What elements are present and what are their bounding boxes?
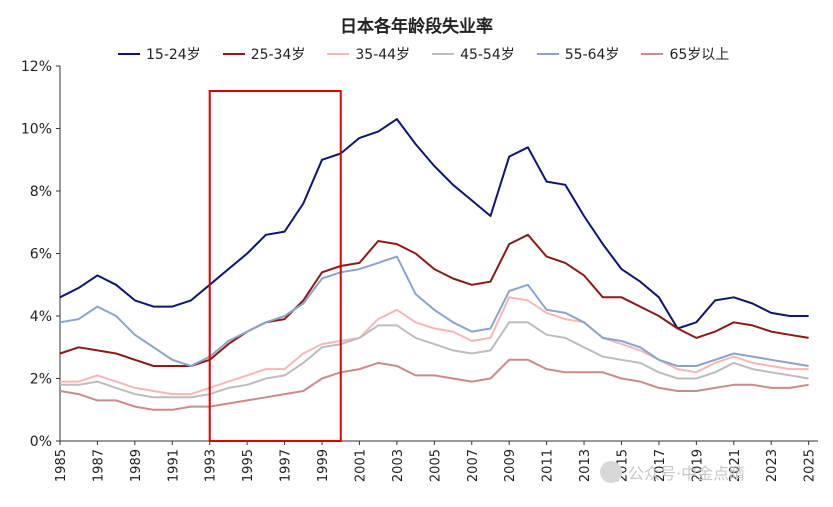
x-tick-label: 1991 <box>166 449 181 482</box>
x-tick-label: 2003 <box>391 449 406 482</box>
watermark-text: 公众号·中金点睛 <box>628 464 746 483</box>
wechat-icon <box>600 461 622 483</box>
x-tick-label: 1989 <box>129 449 144 482</box>
legend-swatch <box>641 53 664 55</box>
legend-item: 45-54岁 <box>432 44 515 64</box>
legend-item: 35-44岁 <box>327 44 410 64</box>
x-tick-label: 2013 <box>578 449 593 482</box>
chart-title: 日本各年龄段失业率 <box>340 17 493 37</box>
x-tick-label: 2001 <box>353 449 368 482</box>
x-tick-label: 2023 <box>765 449 780 482</box>
x-tick-label: 1993 <box>204 449 219 482</box>
legend-swatch <box>327 53 350 55</box>
legend-label: 45-54岁 <box>460 47 515 63</box>
legend-label: 15-24岁 <box>146 47 201 63</box>
legend-label: 55-64岁 <box>564 47 620 63</box>
legend-item: 15-24岁 <box>118 44 201 64</box>
legend-item: 65岁以上 <box>641 44 729 64</box>
x-tick-label: 2011 <box>541 449 556 482</box>
series-line <box>59 118 809 330</box>
legend-swatch <box>222 53 245 55</box>
y-tick-label: 12% <box>21 59 52 75</box>
x-tick-label: 2019 <box>690 449 705 482</box>
x-tick-label: 1995 <box>241 449 256 482</box>
y-tick-label: 6% <box>30 247 52 263</box>
x-tick-label: 1999 <box>316 449 331 482</box>
x-tick-label: 1985 <box>54 449 69 482</box>
legend-swatch <box>536 53 559 55</box>
y-tick-label: 2% <box>30 372 52 388</box>
series-line <box>59 358 809 411</box>
legend-item: 55-64岁 <box>536 44 620 64</box>
legend-swatch <box>118 53 140 55</box>
legend-label: 25-34岁 <box>250 47 306 63</box>
y-tick-label: 10% <box>21 122 52 138</box>
legend-swatch <box>432 53 455 55</box>
highlight-box <box>208 90 342 442</box>
x-tick-label: 2021 <box>728 449 743 482</box>
x-tick-label: 2017 <box>653 449 668 482</box>
legend-label: 65岁以上 <box>669 47 730 63</box>
legend-label: 35-44岁 <box>355 47 411 63</box>
series-line <box>60 296 809 396</box>
x-tick-label: 2009 <box>503 449 518 482</box>
series-line <box>59 233 809 367</box>
y-tick-label: 4% <box>30 309 52 325</box>
legend-item: 25-34岁 <box>222 44 306 64</box>
chart-legend: 15-24岁 25-34岁 35-44岁 45-54岁 55-64岁 65岁以上 <box>118 44 729 64</box>
y-tick-label: 0% <box>30 434 52 450</box>
y-tick-label: 8% <box>30 184 52 200</box>
watermark: 公众号·中金点睛 <box>600 460 745 484</box>
x-tick-label: 2005 <box>428 449 443 482</box>
x-tick-label: 2007 <box>466 449 481 482</box>
x-tick-label: 2025 <box>803 449 818 482</box>
x-tick-label: 1997 <box>279 449 294 482</box>
series-line <box>59 255 809 367</box>
series-line <box>60 321 809 399</box>
x-tick-label: 1987 <box>91 449 106 482</box>
